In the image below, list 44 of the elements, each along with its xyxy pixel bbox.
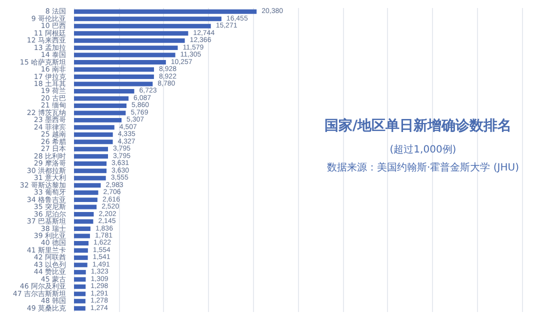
bar [74, 60, 166, 65]
bar [74, 306, 86, 311]
bar [74, 204, 97, 210]
bar [74, 9, 257, 14]
bar [74, 52, 176, 58]
bar [74, 248, 88, 253]
bar [74, 270, 86, 274]
bar [74, 284, 86, 289]
annotation: 数据来源：美国约翰斯·霍普金斯大学 (JHU) [327, 162, 520, 174]
text: 国家/地区单日新增确诊数排名 [324, 117, 512, 134]
bar [74, 262, 88, 268]
text: (超过1,000例) [390, 144, 456, 156]
bar [74, 88, 134, 94]
bar [74, 146, 108, 152]
bar [74, 212, 94, 217]
bar [74, 226, 90, 232]
bar [74, 74, 154, 80]
bar [74, 234, 90, 238]
bar [74, 240, 89, 246]
bar [74, 161, 107, 166]
bar [74, 132, 113, 137]
bar [74, 110, 126, 116]
bar [74, 255, 88, 260]
bar [74, 198, 98, 202]
bar [74, 31, 188, 36]
bar [74, 125, 114, 130]
bar [74, 46, 178, 50]
bar [74, 219, 94, 224]
bar [74, 67, 154, 72]
bar [74, 277, 86, 282]
bar [74, 118, 122, 122]
bar [74, 190, 98, 195]
bar [74, 103, 127, 108]
bar [74, 38, 185, 43]
bar [74, 176, 106, 180]
bar [74, 96, 129, 101]
bar [74, 24, 211, 28]
bar [74, 292, 86, 296]
bar [74, 183, 101, 188]
bar [74, 154, 108, 159]
bar [74, 168, 107, 174]
bar [74, 16, 222, 22]
bar [74, 298, 86, 304]
bar [74, 140, 113, 144]
